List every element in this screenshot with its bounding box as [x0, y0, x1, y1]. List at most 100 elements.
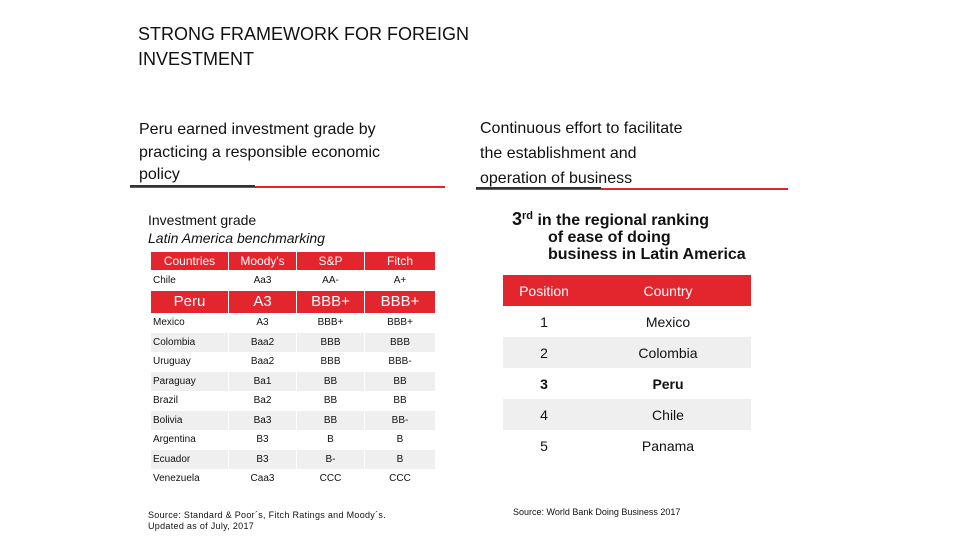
ratings-source-line-1: Source: Standard & Poor´s, Fitch Ratings…: [148, 510, 387, 520]
ratings-source-line-2: Updated as of July, 2017: [148, 521, 255, 531]
fitch-cell: BBB+: [365, 290, 435, 313]
country-cell: Uruguay: [151, 352, 228, 371]
right-heading-line-1: Continuous effort to facilitate: [480, 120, 683, 137]
position-cell: 2: [503, 337, 585, 368]
country-cell: Chile: [585, 399, 751, 430]
country-cell: Colombia: [585, 337, 751, 368]
doing-business-source: Source: World Bank Doing Business 2017: [513, 507, 681, 517]
fitch-cell: B: [365, 450, 435, 469]
fitch-cell: BBB: [365, 333, 435, 352]
country-cell: Chile: [151, 271, 228, 290]
ratings-row: Brazil Ba2 BB BB: [151, 391, 435, 410]
moodys-cell: B3: [229, 430, 296, 449]
ratings-row: Paraguay Ba1 BB BB: [151, 372, 435, 391]
country-cell: Mexico: [151, 313, 228, 332]
country-cell: Ecuador: [151, 450, 228, 469]
ranking-heading-line-2: of ease of doing: [548, 229, 671, 246]
doing-business-row: 4 Chile: [503, 399, 751, 430]
ratings-row: Mexico A3 BBB+ BBB+: [151, 313, 435, 332]
ranking-heading-line-1: in the regional ranking: [537, 212, 710, 229]
country-cell: Venezuela: [151, 469, 228, 488]
fitch-cell: BBB+: [365, 313, 435, 332]
investment-grade-subtitle: Latin America benchmarking: [148, 230, 325, 246]
country-cell: Mexico: [645, 313, 691, 330]
fitch-cell: BB: [365, 372, 435, 391]
right-divider: [476, 188, 788, 190]
right-heading: Continuous effort to facilitate the esta…: [480, 116, 780, 191]
position-cell: 3: [540, 375, 548, 392]
left-divider-accent: [130, 185, 255, 187]
header-fitch: Fitch: [365, 252, 435, 270]
sp-cell: B-: [297, 450, 364, 469]
moodys-cell: B3: [229, 450, 296, 469]
ratings-row: Uruguay Baa2 BBB BBB-: [151, 352, 435, 371]
position-cell: 4: [503, 399, 585, 430]
ratings-header-row: Countries Moody's S&P Fitch: [151, 252, 435, 270]
header-moodys: Moody's: [229, 252, 296, 270]
moodys-cell: Caa3: [229, 469, 296, 488]
moodys-cell: Ba2: [229, 391, 296, 410]
moodys-cell: Ba1: [229, 372, 296, 391]
investment-grade-title: Investment grade: [148, 212, 257, 228]
fitch-cell: CCC: [365, 469, 435, 488]
moodys-cell: Baa2: [229, 333, 296, 352]
sp-cell: B: [297, 430, 364, 449]
fitch-cell: B: [365, 430, 435, 449]
sp-cell: BB: [297, 372, 364, 391]
fitch-cell: BBB-: [365, 352, 435, 371]
country-cell: Brazil: [151, 391, 228, 410]
doing-business-body: 1 Mexico 2 Colombia 3 Peru 4 Chile 5 Panama: [503, 306, 751, 461]
country-cell: Peru: [151, 290, 228, 313]
fitch-cell: A+: [365, 271, 435, 290]
sp-cell: BBB: [297, 352, 364, 371]
slide-title-line-2: INVESTMENT: [138, 49, 255, 69]
sp-cell: BBB+: [297, 290, 364, 313]
left-heading-line-2: practicing a responsible economic: [139, 143, 381, 161]
country-cell: Bolivia: [151, 411, 228, 430]
ratings-row: Colombia Baa2 BBB BBB: [151, 333, 435, 352]
ratings-source: Source: Standard & Poor´s, Fitch Ratings…: [148, 510, 386, 532]
header-country: Country: [585, 275, 751, 306]
left-heading-line-3: policy: [139, 166, 180, 183]
sp-cell: BB: [297, 391, 364, 410]
sp-cell: BB: [297, 411, 364, 430]
ratings-body: Chile Aa3 AA- A+ Peru A3 BBB+ BBB+ Mexico A3 BBB+ B…: [151, 271, 435, 488]
moodys-cell: A3: [229, 313, 296, 332]
doing-business-table: Position Country 1 Mexico 2 Colombia 3 Peru 4 C…: [503, 275, 751, 461]
left-heading-line-1: Peru earned investment grade by: [139, 121, 376, 138]
header-countries: Countries: [151, 252, 228, 270]
position-cell: 5: [540, 437, 548, 454]
sp-cell: AA-: [297, 271, 364, 290]
moodys-cell: Ba3: [229, 411, 296, 430]
moodys-cell: Aa3: [229, 271, 296, 290]
country-cell: Paraguay: [151, 372, 228, 391]
ratings-row: Bolivia Ba3 BB BB-: [151, 411, 435, 430]
ratings-row: Ecuador B3 B- B: [151, 450, 435, 469]
header-position: Position: [503, 275, 585, 306]
position-cell: 1: [540, 313, 548, 330]
doing-business-row: 5 Panama: [503, 430, 751, 461]
sp-cell: BBB+: [297, 313, 364, 332]
header-sp: S&P: [297, 252, 364, 270]
sp-cell: CCC: [297, 469, 364, 488]
moodys-cell: Baa2: [229, 352, 296, 371]
left-divider: [130, 186, 445, 188]
rank-suffix: rd: [522, 210, 534, 222]
ratings-row: Peru A3 BBB+ BBB+: [151, 290, 435, 313]
ratings-table: Countries Moody's S&P Fitch Chile Aa3 AA- A…: [150, 251, 436, 489]
country-cell: Argentina: [151, 430, 228, 449]
rank-number: 3: [512, 209, 523, 229]
ratings-row: Venezuela Caa3 CCC CCC: [151, 469, 435, 488]
fitch-cell: BB-: [365, 411, 435, 430]
country-cell: Panama: [641, 437, 695, 454]
country-cell: Peru: [652, 375, 684, 392]
ranking-heading: 3rd in the regional ranking of ease of d…: [512, 208, 782, 263]
slide-title-line-1: STRONG FRAMEWORK FOR FOREIGN: [138, 24, 469, 44]
doing-business-row: 1 Mexico: [503, 306, 751, 337]
doing-business-row: 3 Peru: [503, 368, 751, 399]
country-cell: Colombia: [151, 333, 228, 352]
ranking-heading-line-3: business in Latin America: [548, 246, 746, 263]
left-heading: Peru earned investment grade by practici…: [139, 119, 439, 187]
right-heading-line-2: the establishment and: [480, 145, 637, 162]
doing-business-header-row: Position Country: [503, 275, 751, 306]
